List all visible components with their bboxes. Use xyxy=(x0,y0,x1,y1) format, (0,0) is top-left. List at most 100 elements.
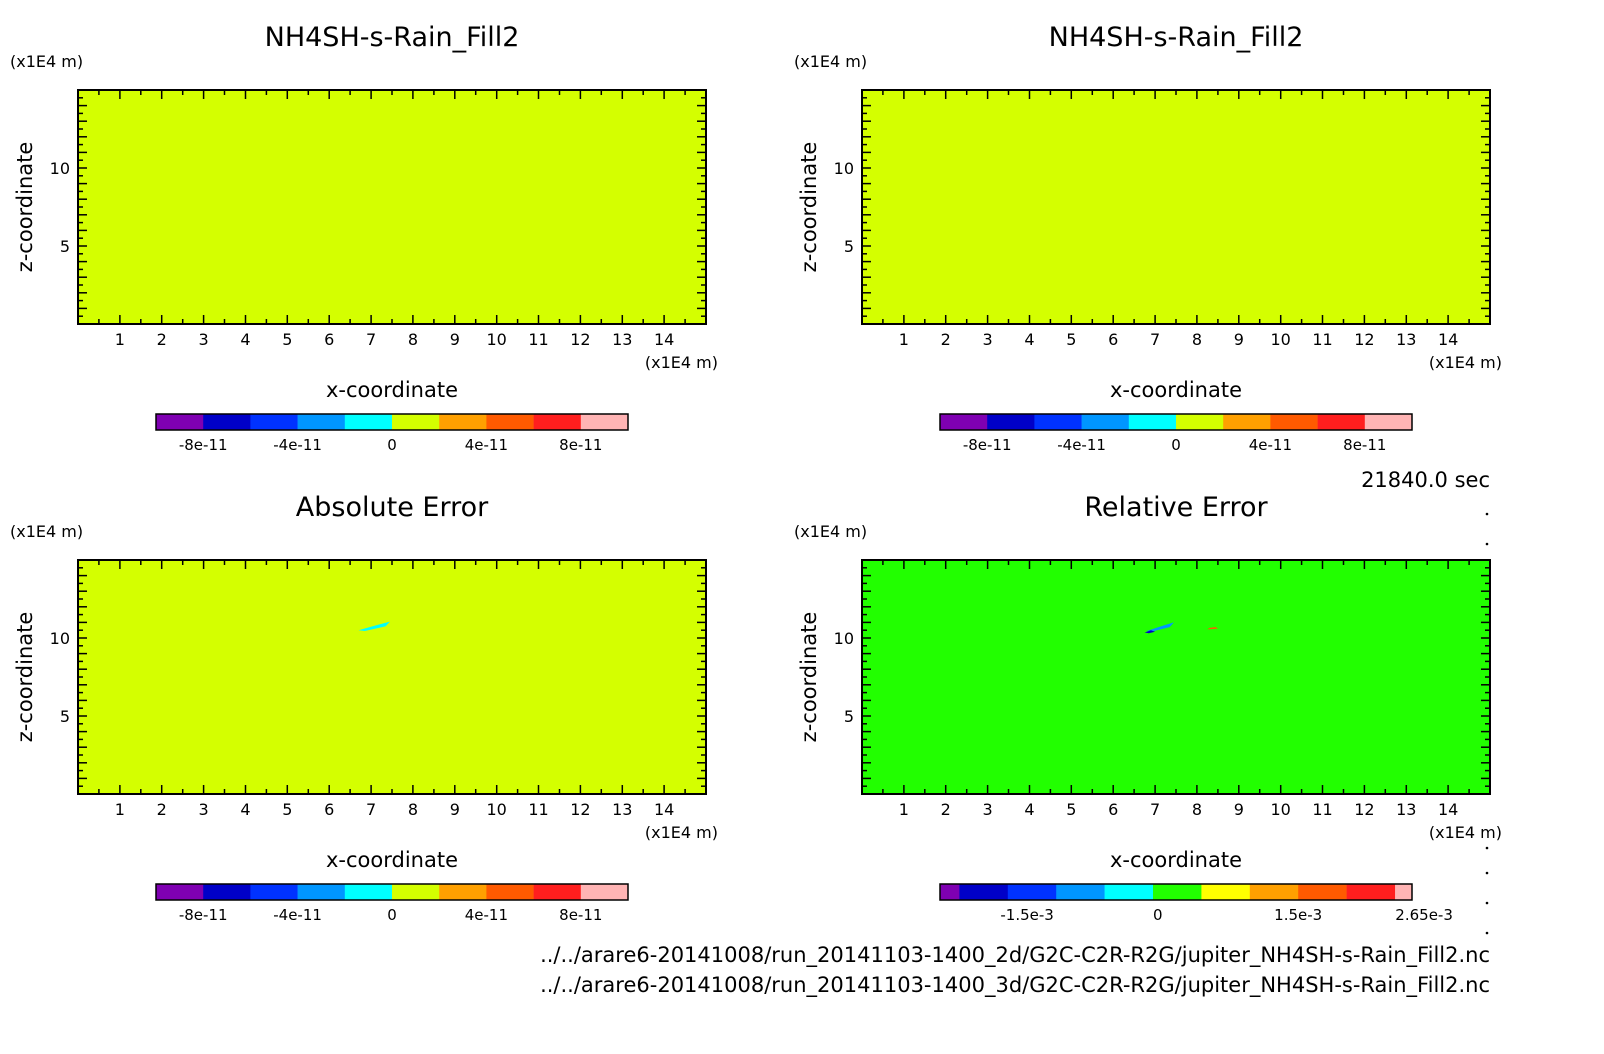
colorbar-label: -8e-11 xyxy=(179,906,228,924)
x-unit-label: (x1E4 m) xyxy=(1429,353,1502,372)
colorbar-label: -4e-11 xyxy=(1057,436,1106,454)
colorbar-frame xyxy=(939,413,1413,431)
x-tick-label: 5 xyxy=(282,800,292,819)
colorbar-swatch xyxy=(1270,414,1318,430)
y-unit-label: (x1E4 m) xyxy=(794,52,867,71)
colorbar-label: 8e-11 xyxy=(1343,436,1386,454)
x-tick-label: 5 xyxy=(1066,330,1076,349)
colorbar-swatch xyxy=(940,414,988,430)
colorbar-label: 4e-11 xyxy=(465,436,508,454)
colorbar-label: 4e-11 xyxy=(465,906,508,924)
x-tick-label: 13 xyxy=(1396,330,1416,349)
field-fill xyxy=(78,560,706,794)
colorbar-swatch xyxy=(1176,414,1224,430)
colorbar-swatch xyxy=(987,414,1035,430)
x-tick-label: 12 xyxy=(570,800,590,819)
colorbar-swatch xyxy=(203,414,251,430)
x-tick-label: 8 xyxy=(1192,800,1202,819)
panel-bottom-left: Absolute Error(x1E4 m)1 2 3 4 5 6 7 8 9 10 11 12 13 1… xyxy=(10,492,718,924)
colorbar-label: 1.5e-3 xyxy=(1274,906,1322,924)
colorbar-swatch xyxy=(156,884,204,900)
x-tick-label: 10 xyxy=(486,800,506,819)
colorbar-swatch xyxy=(297,414,346,430)
y-unit-label: (x1E4 m) xyxy=(10,52,83,71)
x-tick-label: 5 xyxy=(1066,800,1076,819)
y-tick-label: 10 xyxy=(50,159,70,178)
field-fill xyxy=(862,90,1490,324)
x-tick-label: 11 xyxy=(1312,800,1332,819)
colorbar-label: 8e-11 xyxy=(559,436,602,454)
x-tick-label: 8 xyxy=(1192,330,1202,349)
colorbar-swatch xyxy=(533,884,582,900)
y-tick-label: 5 xyxy=(60,237,70,256)
panel-top-left: NH4SH-s-Rain_Fill2(x1E4 m)1 2 3 4 5 6 7 8 9 10 11 1… xyxy=(10,22,718,454)
colorbar-label: 0 xyxy=(387,906,397,924)
colorbar-frame xyxy=(939,883,1413,901)
x-tick-label: 4 xyxy=(1024,800,1034,819)
colorbar-swatch xyxy=(1317,414,1366,430)
colorbar-swatch xyxy=(1395,884,1413,900)
chart-title: NH4SH-s-Rain_Fill2 xyxy=(1049,22,1304,53)
colorbar-swatch xyxy=(486,414,534,430)
x-tick-label: 3 xyxy=(983,800,993,819)
colorbar-swatch xyxy=(1007,884,1057,900)
colorbar-swatch xyxy=(1034,414,1082,430)
colorbar-swatch xyxy=(533,414,582,430)
colorbar-label: 0 xyxy=(1153,906,1163,924)
y-axis-label: z-coordinate xyxy=(13,142,37,273)
x-tick-label: 11 xyxy=(528,330,548,349)
field-fill xyxy=(78,90,706,324)
y-tick-label: 10 xyxy=(834,629,854,648)
x-tick-label: 14 xyxy=(654,330,674,349)
y-tick-label: 10 xyxy=(50,629,70,648)
y-tick-label: 10 xyxy=(834,159,854,178)
x-tick-label: 4 xyxy=(240,800,250,819)
x-tick-label: 2 xyxy=(157,330,167,349)
x-tick-label: 8 xyxy=(408,800,418,819)
x-tick-label: 11 xyxy=(528,800,548,819)
colorbar-swatch xyxy=(1346,884,1396,900)
colorbar-swatch xyxy=(1104,884,1154,900)
colorbar-label: -8e-11 xyxy=(963,436,1012,454)
x-tick-label: 4 xyxy=(240,330,250,349)
x-tick-label: 2 xyxy=(941,330,951,349)
x-tick-label: 8 xyxy=(408,330,418,349)
colorbar-label: 0 xyxy=(387,436,397,454)
x-tick-label: 3 xyxy=(199,800,209,819)
x-tick-label: 1 xyxy=(899,330,909,349)
x-tick-label: 6 xyxy=(1108,330,1118,349)
x-unit-label: (x1E4 m) xyxy=(645,353,718,372)
x-tick-label: 14 xyxy=(1438,800,1458,819)
y-unit-label: (x1E4 m) xyxy=(10,522,83,541)
chart-title: Relative Error xyxy=(1084,492,1268,523)
y-tick-label: 5 xyxy=(60,707,70,726)
field-fill xyxy=(862,560,1490,794)
y-axis-label: z-coordinate xyxy=(797,612,821,743)
x-tick-label: 6 xyxy=(324,330,334,349)
colorbar-swatch xyxy=(297,884,346,900)
x-tick-label: 6 xyxy=(324,800,334,819)
colorbar-swatch xyxy=(1153,884,1202,900)
x-tick-label: 10 xyxy=(486,330,506,349)
colorbar-swatch xyxy=(392,414,440,430)
x-tick-label: 3 xyxy=(983,330,993,349)
x-tick-label: 6 xyxy=(1108,800,1118,819)
x-tick-label: 12 xyxy=(570,330,590,349)
x-tick-label: 10 xyxy=(1270,800,1290,819)
colorbar-swatch xyxy=(940,884,960,900)
colorbar-swatch xyxy=(439,414,487,430)
colorbar-swatch xyxy=(392,884,440,900)
colorbar-swatch xyxy=(1128,414,1177,430)
colorbar-label: -1.5e-3 xyxy=(1000,906,1053,924)
field-patch xyxy=(1146,622,1174,632)
chart-title: Absolute Error xyxy=(296,492,489,523)
x-tick-label: 13 xyxy=(612,330,632,349)
colorbar-swatch xyxy=(1298,884,1347,900)
y-axis-label: z-coordinate xyxy=(797,142,821,273)
x-unit-label: (x1E4 m) xyxy=(1429,823,1502,842)
x-tick-label: 12 xyxy=(1354,330,1374,349)
colorbar-swatch xyxy=(1364,414,1413,430)
colorbar-swatch xyxy=(156,414,204,430)
colorbar-swatch xyxy=(486,884,534,900)
